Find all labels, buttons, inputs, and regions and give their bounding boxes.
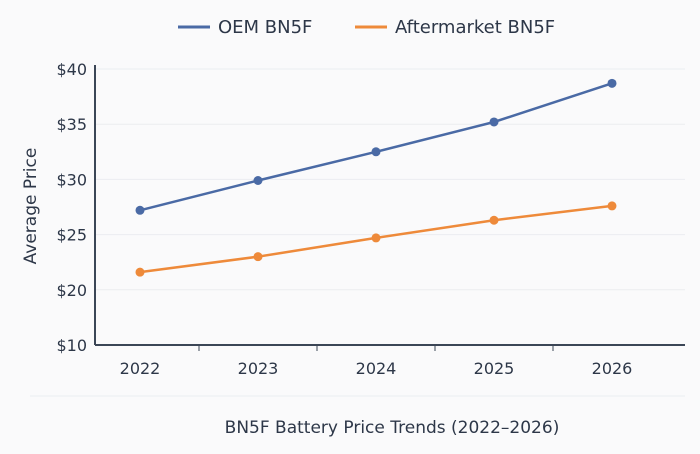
legend-label: OEM BN5F [218, 17, 312, 38]
y-tick-label: $30 [56, 170, 87, 189]
series-group [135, 78, 617, 277]
data-point [489, 117, 499, 127]
series-line-0 [139, 82, 613, 212]
y-tick-label: $25 [56, 226, 87, 245]
x-axis-ticks: 2022 2023 2024 2025 2026 [120, 345, 633, 378]
y-tick-label: $10 [56, 336, 87, 355]
data-point [607, 201, 617, 211]
x-tick-label: 2026 [592, 359, 633, 378]
x-tick-label: 2024 [356, 359, 397, 378]
y-axis-ticks: $10 $20 $25 $30 $35 $40 [56, 60, 87, 355]
legend-label: Aftermarket BN5F [395, 17, 555, 38]
legend: OEM BN5F Aftermarket BN5F [178, 17, 555, 38]
y-tick-label: $35 [56, 115, 87, 134]
y-tick-label: $20 [56, 281, 87, 300]
data-point [489, 215, 499, 225]
x-tick-label: 2022 [120, 359, 161, 378]
grid-lines [95, 68, 685, 291]
data-point [135, 267, 145, 277]
y-axis-label: Average Price [21, 148, 41, 265]
data-point [253, 252, 263, 262]
data-point [253, 176, 263, 186]
data-point [135, 205, 145, 215]
data-point [371, 233, 381, 243]
y-tick-label: $40 [56, 60, 87, 79]
x-tick-label: 2025 [474, 359, 515, 378]
data-point [371, 147, 381, 157]
x-tick-label: 2023 [238, 359, 279, 378]
chart-title: BN5F Battery Price Trends (2022–2026) [225, 418, 560, 438]
data-point [607, 78, 617, 88]
axes [94, 65, 685, 346]
